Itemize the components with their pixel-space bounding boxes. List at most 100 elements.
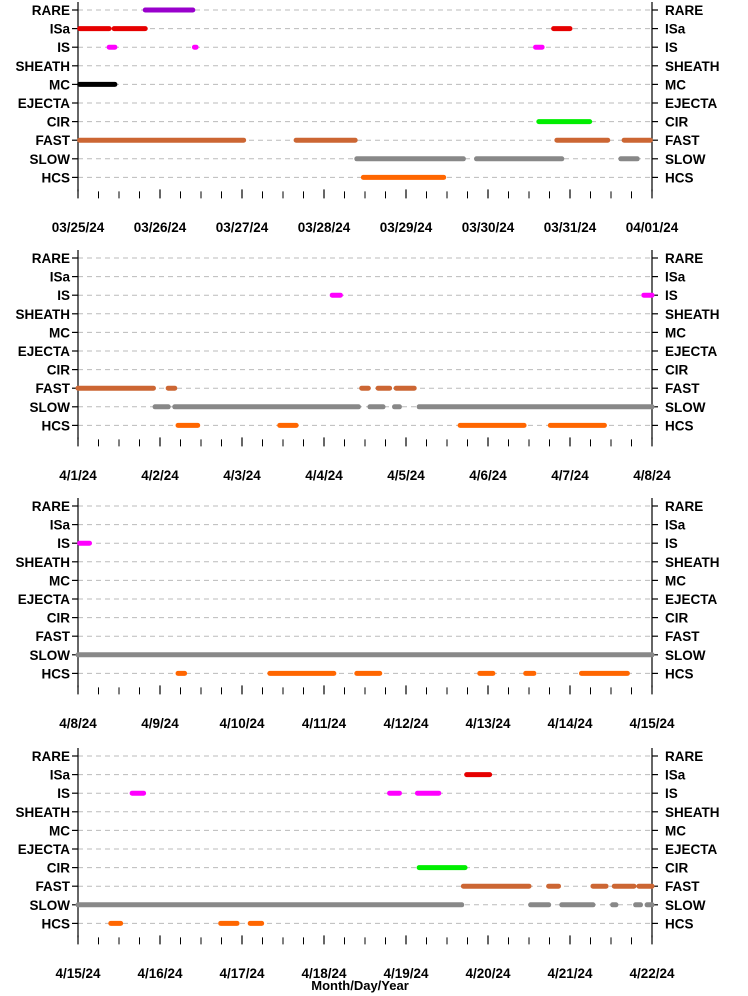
x-tick-label: 4/10/24 (219, 716, 265, 731)
right-label-cir: CIR (665, 363, 689, 378)
x-tick-label: 4/18/24 (301, 966, 347, 981)
left-label-mc: MC (49, 77, 70, 92)
right-label-sheath: SHEATH (665, 555, 720, 570)
right-label-hcs: HCS (665, 916, 694, 931)
right-label-ejecta: EJECTA (665, 842, 718, 857)
left-label-rare: RARE (32, 3, 70, 18)
right-label-sheath: SHEATH (665, 59, 720, 74)
x-tick-label: 03/27/24 (216, 220, 269, 235)
x-tick-label: 4/22/24 (629, 966, 675, 981)
right-label-sheath: SHEATH (665, 307, 720, 322)
x-tick-label: 03/26/24 (134, 220, 187, 235)
left-label-cir: CIR (47, 363, 71, 378)
x-tick-label: 4/4/24 (305, 468, 343, 483)
right-label-rare: RARE (665, 749, 703, 764)
right-label-slow: SLOW (665, 152, 706, 167)
x-tick-label: 4/13/24 (465, 716, 511, 731)
left-label-rare: RARE (32, 749, 70, 764)
x-tick-label: 4/11/24 (302, 716, 347, 731)
left-label-isa: ISa (50, 768, 71, 783)
right-label-isa: ISa (665, 768, 686, 783)
left-label-mc: MC (49, 823, 70, 838)
x-tick-label: 03/25/24 (52, 220, 105, 235)
left-label-cir: CIR (47, 115, 71, 130)
left-label-sheath: SHEATH (15, 307, 70, 322)
x-tick-label: 4/1/24 (59, 468, 97, 483)
right-label-ejecta: EJECTA (665, 96, 718, 111)
right-label-sheath: SHEATH (665, 805, 720, 820)
right-label-is: IS (665, 536, 678, 551)
x-tick-label: 4/9/24 (141, 716, 179, 731)
x-tick-label: 4/8/24 (59, 716, 97, 731)
left-label-mc: MC (49, 325, 70, 340)
left-label-cir: CIR (47, 861, 71, 876)
right-label-cir: CIR (665, 861, 689, 876)
right-label-mc: MC (665, 573, 686, 588)
left-label-hcs: HCS (41, 666, 70, 681)
left-label-ejecta: EJECTA (18, 592, 71, 607)
right-label-hcs: HCS (665, 666, 694, 681)
right-label-ejecta: EJECTA (665, 344, 718, 359)
x-tick-label: 4/7/24 (551, 468, 589, 483)
x-tick-label: 4/3/24 (223, 468, 261, 483)
left-label-fast: FAST (35, 629, 70, 644)
left-label-ejecta: EJECTA (18, 842, 71, 857)
left-label-slow: SLOW (30, 152, 71, 167)
left-label-slow: SLOW (30, 400, 71, 415)
left-label-ejecta: EJECTA (18, 344, 71, 359)
x-axis-label: Month/Day/Year (311, 978, 409, 993)
right-label-is: IS (665, 288, 678, 303)
right-label-ejecta: EJECTA (665, 592, 718, 607)
right-label-fast: FAST (665, 879, 700, 894)
x-tick-label: 4/5/24 (387, 468, 425, 483)
x-tick-label: 4/15/24 (629, 716, 675, 731)
left-label-is: IS (57, 536, 70, 551)
panel-4: RARE RARE ISa ISa IS IS SHEATH SHEATH MC MC EJECTA… (15, 748, 720, 981)
right-label-mc: MC (665, 325, 686, 340)
left-label-mc: MC (49, 573, 70, 588)
right-label-isa: ISa (665, 22, 686, 37)
left-label-slow: SLOW (30, 648, 71, 663)
x-tick-label: 4/15/24 (55, 966, 101, 981)
right-label-isa: ISa (665, 270, 686, 285)
right-label-fast: FAST (665, 629, 700, 644)
x-tick-label: 4/20/24 (465, 966, 511, 981)
x-tick-label: 03/31/24 (544, 220, 597, 235)
x-tick-label: 04/01/24 (626, 220, 679, 235)
x-tick-label: 4/2/24 (141, 468, 179, 483)
x-tick-label: 4/16/24 (137, 966, 183, 981)
right-label-slow: SLOW (665, 648, 706, 663)
left-label-is: IS (57, 288, 70, 303)
left-label-fast: FAST (35, 133, 70, 148)
left-label-isa: ISa (50, 270, 71, 285)
right-label-fast: FAST (665, 133, 700, 148)
x-tick-label: 4/8/24 (633, 468, 671, 483)
right-label-slow: SLOW (665, 400, 706, 415)
left-label-hcs: HCS (41, 418, 70, 433)
right-label-mc: MC (665, 823, 686, 838)
right-label-rare: RARE (665, 251, 703, 266)
x-tick-label: 4/12/24 (383, 716, 429, 731)
right-label-fast: FAST (665, 381, 700, 396)
right-label-hcs: HCS (665, 170, 694, 185)
right-label-mc: MC (665, 77, 686, 92)
right-label-rare: RARE (665, 499, 703, 514)
x-tick-label: 4/21/24 (547, 966, 593, 981)
right-label-slow: SLOW (665, 898, 706, 913)
left-label-sheath: SHEATH (15, 805, 70, 820)
left-label-isa: ISa (50, 518, 71, 533)
left-label-fast: FAST (35, 879, 70, 894)
left-label-sheath: SHEATH (15, 59, 70, 74)
right-label-cir: CIR (665, 611, 689, 626)
right-label-rare: RARE (665, 3, 703, 18)
x-tick-label: 4/19/24 (383, 966, 429, 981)
left-label-hcs: HCS (41, 916, 70, 931)
x-tick-label: 4/14/24 (547, 716, 593, 731)
right-label-cir: CIR (665, 115, 689, 130)
left-label-isa: ISa (50, 22, 71, 37)
left-label-fast: FAST (35, 381, 70, 396)
left-label-cir: CIR (47, 611, 71, 626)
x-tick-label: 03/30/24 (462, 220, 515, 235)
left-label-sheath: SHEATH (15, 555, 70, 570)
